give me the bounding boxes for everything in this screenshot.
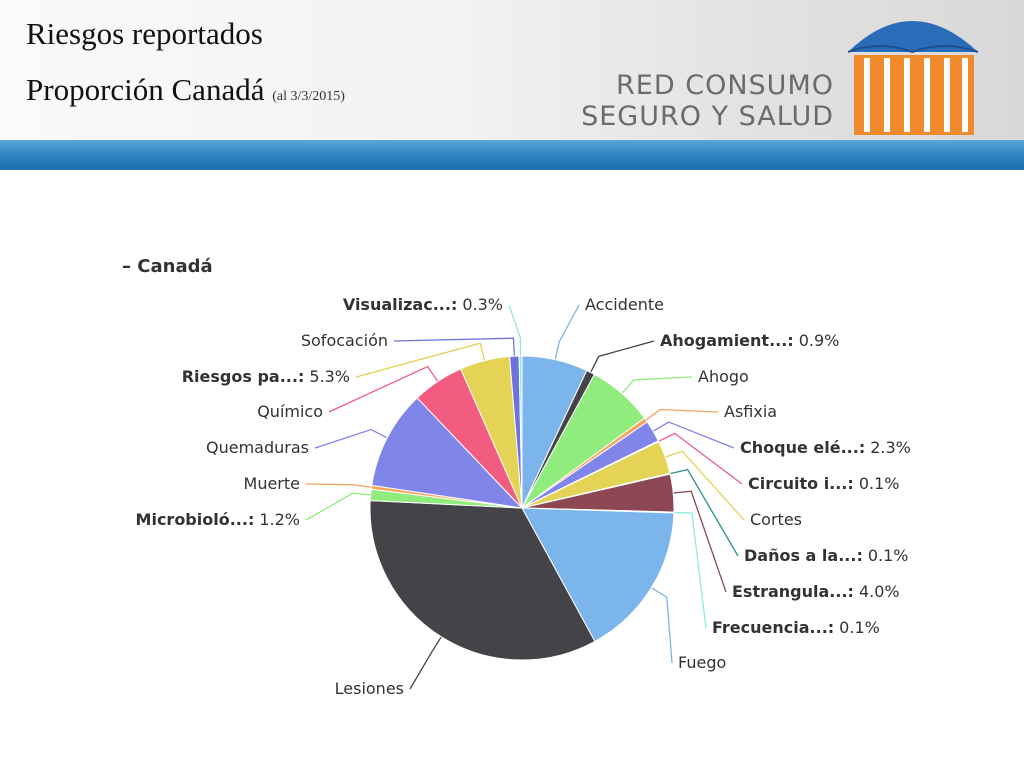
data-label: Ahogo (698, 367, 749, 386)
label-name: Ahogamient...: (660, 331, 794, 350)
leader-line (665, 450, 745, 521)
label-name: Visualizac...: (343, 295, 458, 314)
subtitle-date: (al 3/3/2015) (272, 89, 345, 104)
label-value: 0.9% (799, 331, 840, 350)
data-label: Químico (257, 402, 323, 421)
label-name: Cortes (750, 510, 802, 529)
leader-line (590, 340, 655, 373)
leader-lines (305, 304, 745, 690)
label-value: 5.3% (309, 367, 350, 386)
header-background (0, 0, 1024, 140)
label-name: Frecuencia...: (712, 618, 834, 637)
label-name: Circuito i...: (748, 474, 854, 493)
label-name: Accidente (585, 295, 664, 314)
label-name: Choque elé...: (740, 438, 865, 457)
label-value: 4.0% (859, 582, 900, 601)
data-label: Riesgos pa...: 5.3% (182, 367, 350, 386)
logo-icon (847, 21, 979, 135)
label-value: 0.1% (868, 546, 909, 565)
leader-line (508, 304, 522, 357)
leader-line (305, 492, 371, 521)
label-name: Daños a la...: (744, 546, 863, 565)
leader-line (652, 421, 735, 449)
slide-subtitle: Proporción Canadá (al 3/3/2015) (26, 72, 345, 108)
chart-title: – Canadá (122, 256, 213, 277)
header-band (0, 140, 1024, 170)
label-name: Quemaduras (206, 438, 309, 457)
leader-line (305, 483, 372, 488)
leader-line (393, 337, 516, 357)
data-label: Muerte (244, 474, 300, 493)
label-value: 0.3% (462, 295, 503, 314)
data-label: Cortes (750, 510, 802, 529)
label-value: 0.1% (839, 618, 880, 637)
logo-line: SEGURO Y SALUD (581, 101, 834, 132)
slide-title: Riesgos reportados (26, 16, 263, 51)
logo-line: RED CONSUMO (616, 70, 834, 101)
data-label: Accidente (585, 295, 664, 314)
data-label: Sofocación (301, 331, 388, 350)
leader-line (554, 304, 580, 360)
leader-line (355, 342, 486, 378)
leader-line (673, 490, 727, 593)
label-name: Microbioló...: (136, 510, 255, 529)
label-name: Ahogo (698, 367, 749, 386)
label-name: Asfixia (724, 402, 777, 421)
label-name: Muerte (244, 474, 300, 493)
pie-slice (521, 507, 675, 643)
label-name: Sofocación (301, 331, 388, 350)
data-label: Quemaduras (206, 438, 309, 457)
data-label: Daños a la...: 0.1% (744, 546, 909, 565)
label-value: 0.1% (859, 474, 900, 493)
data-label: Frecuencia...: 0.1% (712, 618, 880, 637)
label-name: Lesiones (335, 679, 404, 698)
leader-line (645, 408, 719, 421)
leader-line (658, 432, 743, 485)
leader-line (669, 468, 739, 557)
slices (369, 355, 675, 661)
data-label: Circuito i...: 0.1% (748, 474, 899, 493)
data-label: Microbioló...: 1.2% (136, 510, 300, 529)
subtitle-text: Proporción Canadá (26, 72, 265, 107)
pie-slice (371, 397, 524, 509)
label-name: Químico (257, 402, 323, 421)
leader-line (621, 376, 693, 394)
label-value: 1.2% (259, 510, 300, 529)
label-name: Riesgos pa...: (182, 367, 305, 386)
data-label: Choque elé...: 2.3% (740, 438, 911, 457)
leader-line (328, 365, 439, 413)
data-label: Estrangula...: 4.0% (732, 582, 900, 601)
leader-line (651, 587, 673, 664)
pie-slice (369, 500, 596, 661)
data-label: Visualizac...: 0.3% (343, 295, 503, 314)
label-name: Estrangula...: (732, 582, 854, 601)
data-label: Ahogamient...: 0.9% (660, 331, 839, 350)
leader-line (673, 511, 707, 629)
pie-slice (518, 355, 523, 509)
leader-line (314, 428, 388, 449)
data-label: Fuego (678, 653, 726, 672)
label-value: 2.3% (870, 438, 911, 457)
label-name: Fuego (678, 653, 726, 672)
data-label: Lesiones (335, 679, 404, 698)
leader-line (409, 636, 442, 690)
data-label: Asfixia (724, 402, 777, 421)
